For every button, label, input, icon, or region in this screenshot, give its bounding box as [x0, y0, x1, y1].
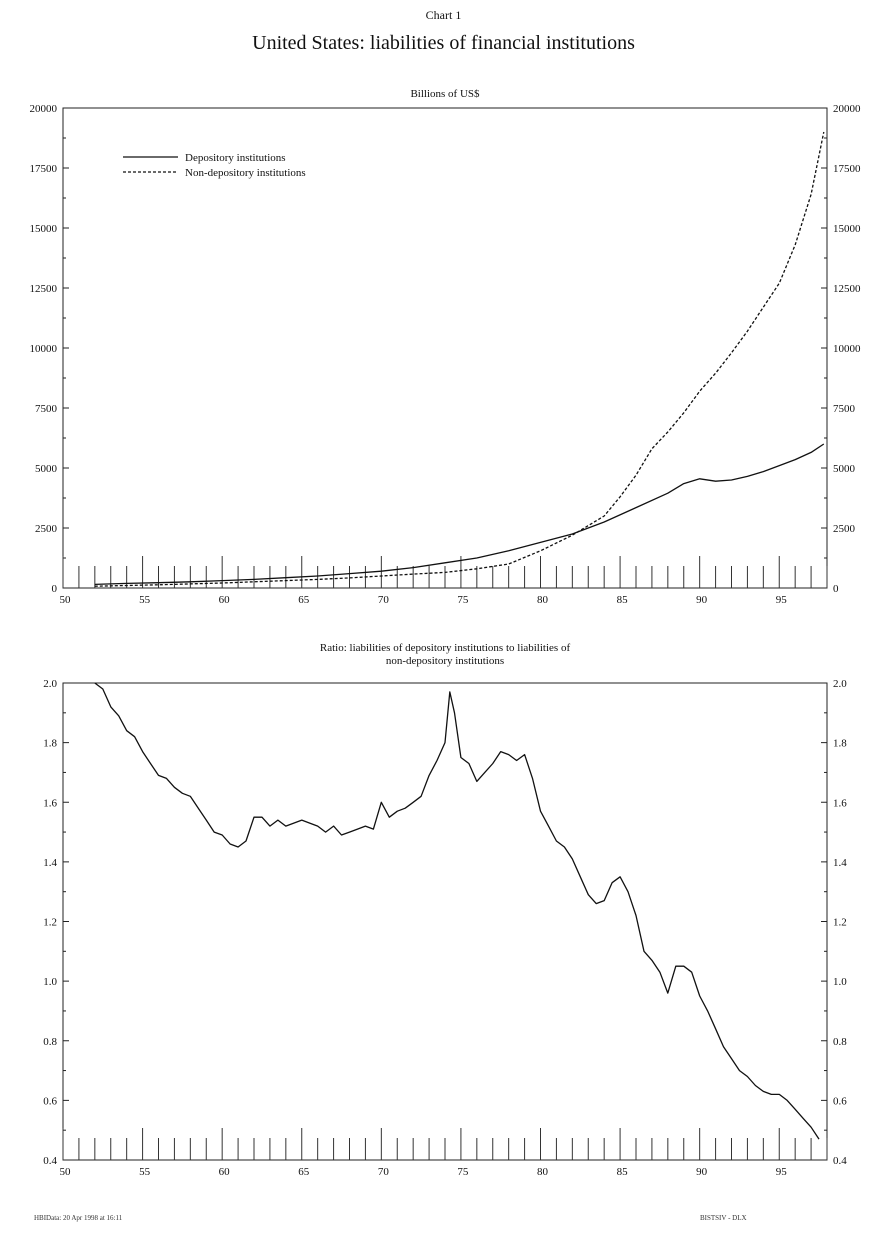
plot-frame	[62, 682, 828, 1161]
y-tick-label-right: 1.6	[833, 797, 847, 809]
y-tick-label-left: 2500	[35, 523, 58, 535]
y-tick-label-left: 0.6	[43, 1095, 57, 1107]
y-tick-label-left: 0.8	[43, 1036, 57, 1048]
x-tick-label: 80	[537, 1166, 549, 1178]
y-tick-label-right: 20000	[833, 103, 861, 115]
y-tick-label-right: 0.6	[833, 1095, 847, 1107]
y-tick-label-right: 1.4	[833, 857, 847, 869]
y-tick-label-right: 17500	[833, 163, 861, 175]
x-tick-label: 60	[219, 594, 231, 606]
x-tick-label: 65	[298, 1166, 310, 1178]
y-tick-label-right: 5000	[833, 463, 856, 475]
panel-title-line1: Ratio: liabilities of depository institu…	[320, 642, 571, 654]
y-tick-label-right: 2.0	[833, 678, 847, 690]
y-tick-label-left: 10000	[30, 343, 58, 355]
y-tick-label-right: 0.8	[833, 1036, 847, 1048]
legend-label-0: Depository institutions	[185, 152, 286, 164]
series-line-0	[94, 443, 825, 586]
x-tick-label: 50	[60, 1166, 72, 1178]
y-tick-label-right: 1.2	[833, 917, 847, 929]
y-tick-label-left: 12500	[30, 283, 58, 295]
x-tick-label: 55	[139, 1166, 151, 1178]
y-tick-label-right: 15000	[833, 223, 861, 235]
panel-title-line2: non-depository institutions	[386, 655, 504, 667]
y-tick-label-right: 0	[833, 583, 839, 595]
x-tick-label: 60	[219, 1166, 231, 1178]
series-line-1	[94, 131, 825, 587]
y-tick-label-right: 1.8	[833, 738, 847, 750]
x-tick-label: 85	[617, 594, 629, 606]
y-tick-label-right: 0.4	[833, 1155, 847, 1167]
x-tick-label: 55	[139, 594, 151, 606]
x-tick-label: 50	[60, 594, 72, 606]
y-tick-label-left: 1.4	[43, 857, 57, 869]
y-tick-label-left: 0	[52, 583, 58, 595]
x-tick-label: 80	[537, 594, 549, 606]
y-tick-label-left: 1.8	[43, 738, 57, 750]
y-tick-label-left: 1.6	[43, 797, 57, 809]
x-tick-label: 85	[617, 1166, 629, 1178]
y-tick-label-left: 7500	[35, 403, 58, 415]
y-tick-label-left: 15000	[30, 223, 58, 235]
y-tick-label-left: 17500	[30, 163, 58, 175]
y-tick-label-left: 20000	[30, 103, 58, 115]
x-tick-label: 90	[696, 594, 708, 606]
legend-label-1: Non-depository institutions	[185, 167, 306, 179]
x-tick-label: 70	[378, 1166, 390, 1178]
x-tick-label: 75	[457, 594, 469, 606]
x-tick-label: 65	[298, 594, 310, 606]
y-tick-label-right: 12500	[833, 283, 861, 295]
x-tick-label: 75	[457, 1166, 469, 1178]
y-tick-label-left: 1.2	[43, 917, 57, 929]
chart-panel-liabilities: Billions of US$ 0 0 2500 2500 5000 5000 7500 750…	[30, 88, 862, 606]
y-tick-label-left: 0.4	[43, 1155, 57, 1167]
y-tick-label-left: 2.0	[43, 678, 57, 690]
chart-number: Chart 1	[425, 8, 462, 22]
x-tick-label: 90	[696, 1166, 708, 1178]
footer-timestamp: HBIData: 20 Apr 1998 at 16:11	[34, 1214, 123, 1222]
y-tick-label-right: 10000	[833, 343, 861, 355]
x-tick-label: 70	[378, 594, 390, 606]
figure-title: United States: liabilities of financial …	[252, 32, 635, 54]
y-tick-label-left: 5000	[35, 463, 58, 475]
y-tick-label-left: 1.0	[43, 976, 57, 988]
x-tick-label: 95	[776, 1166, 788, 1178]
plot-frame	[62, 107, 828, 589]
y-tick-label-right: 2500	[833, 523, 856, 535]
chart-panel-ratio: Ratio: liabilities of depository institu…	[43, 642, 847, 1178]
series-line-0	[94, 682, 820, 1140]
y-tick-label-right: 7500	[833, 403, 856, 415]
y-tick-label-right: 1.0	[833, 976, 847, 988]
x-tick-label: 95	[776, 594, 788, 606]
footer-source: BISTSIV - DLX	[700, 1214, 747, 1222]
panel-title: Billions of US$	[410, 88, 480, 100]
